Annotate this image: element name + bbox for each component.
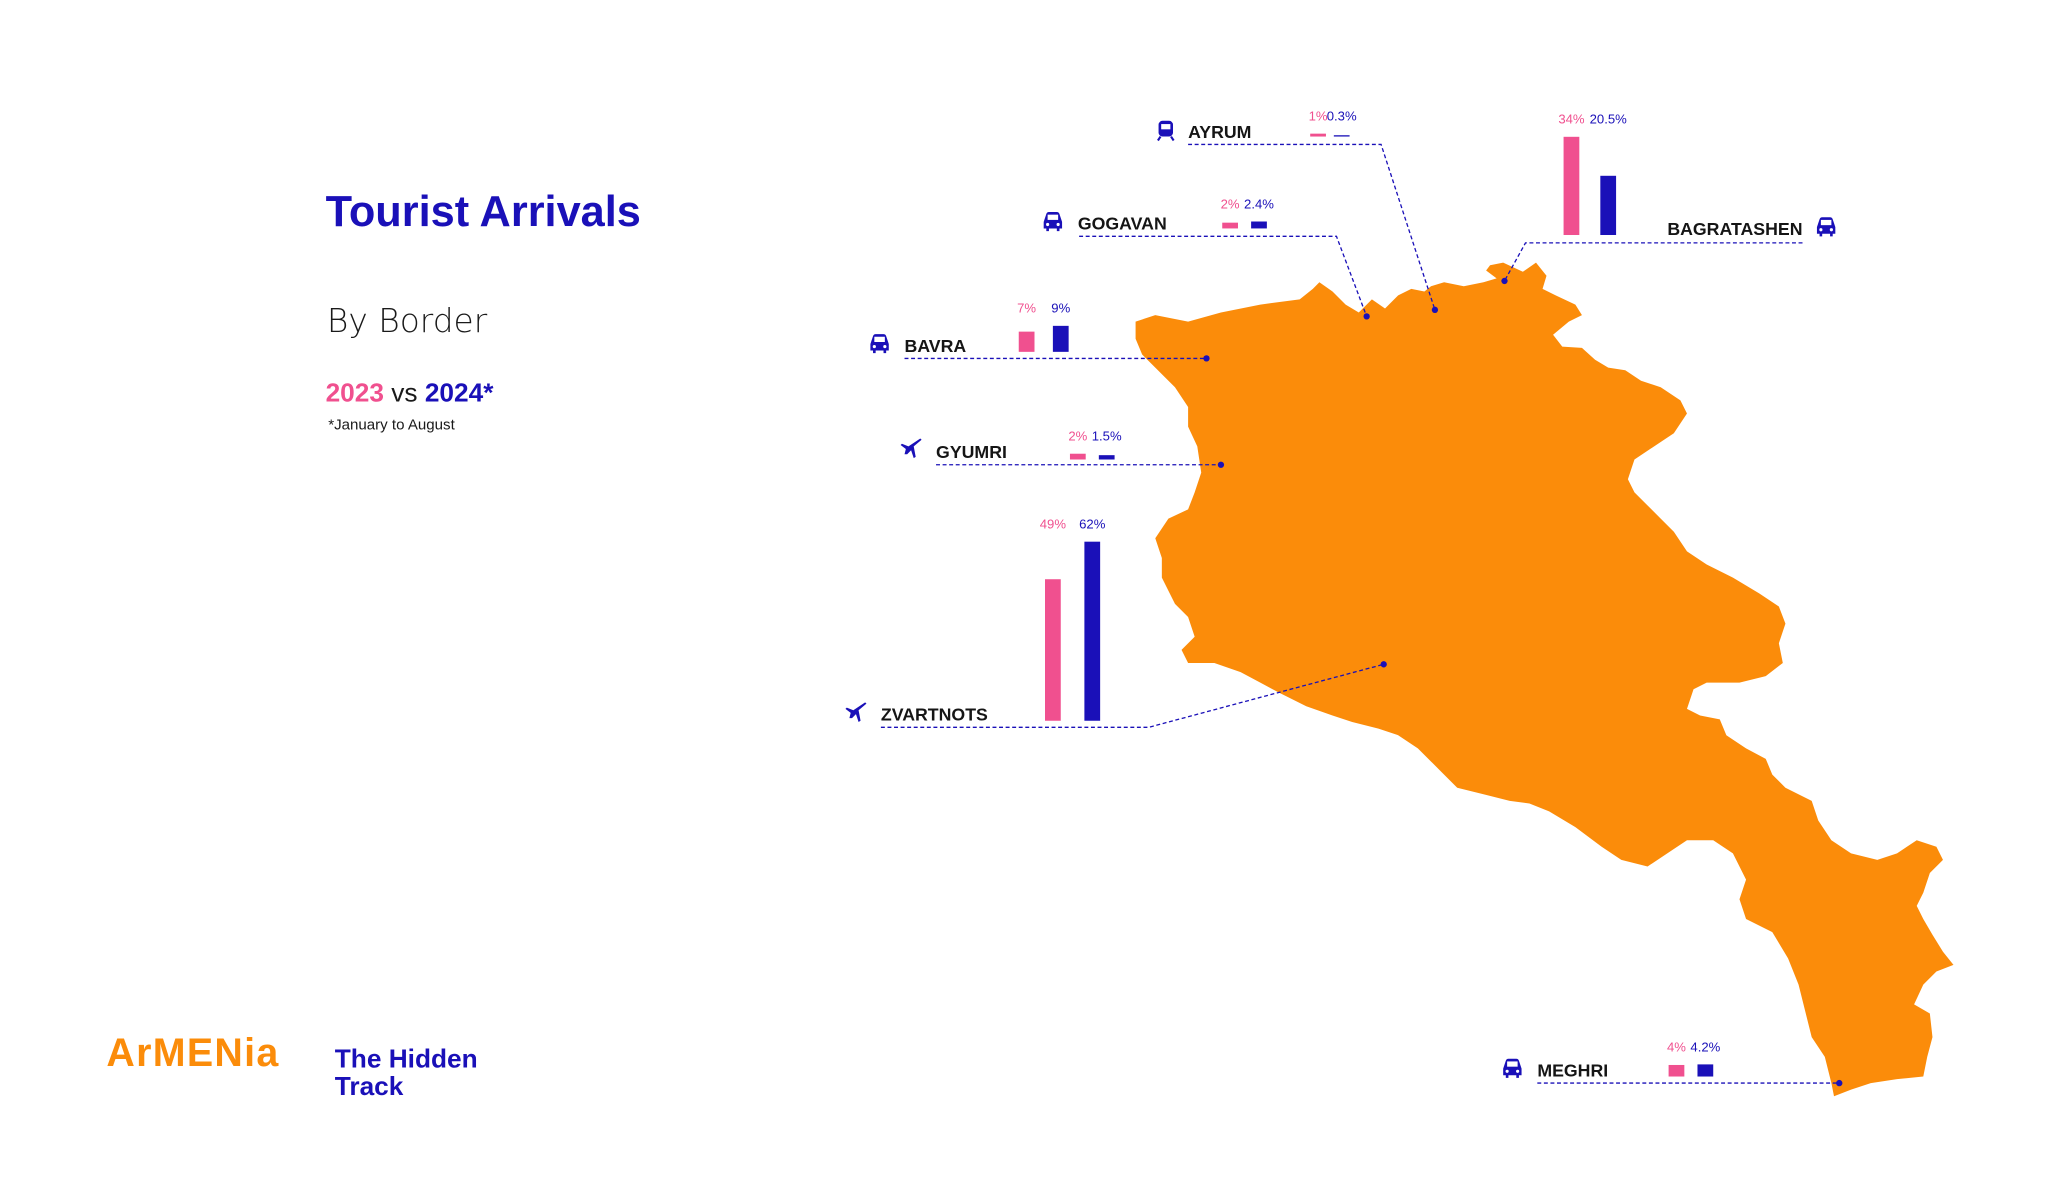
value-label-2023-gyumri: 2% — [1068, 429, 1087, 444]
location-dot-ayrum — [1431, 306, 1439, 313]
border-chart: AYRUM 1% 0.3% GOGAVAN 2% 2.4% BAGRATASHEN 34% 20… — [845, 109, 1843, 1087]
logo-tagline-line2: Track — [335, 1071, 404, 1101]
value-label-2023-meghri: 4% — [1667, 1039, 1686, 1054]
bar-2024-bagratashen — [1600, 175, 1617, 236]
legend-2023: 2023 — [326, 378, 384, 408]
value-label-2023-bagratashen: 34% — [1558, 112, 1585, 127]
border-label-ayrum: AYRUM — [1188, 122, 1251, 142]
logo-armenia: ArMENia — [106, 1031, 279, 1075]
border-label-meghri: MEGHRI — [1537, 1061, 1608, 1081]
car-light — [1046, 222, 1050, 227]
bar-2024-ayrum — [1333, 135, 1350, 137]
border-meghri: MEGHRI 4% 4.2% — [1503, 1039, 1843, 1087]
border-ayrum: AYRUM 1% 0.3% — [1157, 109, 1439, 313]
car-light — [1516, 1069, 1520, 1073]
leader-line-ayrum — [1188, 143, 1436, 311]
bar-2023-gyumri — [1069, 453, 1086, 460]
bar-2024-zvartnots — [1084, 541, 1101, 721]
value-label-2024-gogavan: 2.4% — [1244, 196, 1274, 211]
page-subtitle: By Border — [327, 302, 488, 340]
bar-2024-gyumri — [1098, 455, 1115, 460]
value-label-2023-zvartnots: 49% — [1040, 517, 1067, 532]
leader-line-bagratashen — [1503, 242, 1803, 282]
bar-2023-gogavan — [1222, 222, 1238, 229]
legend-years: 2023 vs 2024* — [326, 378, 495, 408]
value-label-2023-ayrum: 1% — [1309, 109, 1328, 124]
car-window — [1507, 1061, 1518, 1067]
car-window — [874, 336, 885, 342]
border-zvartnots: ZVARTNOTS 49% 62% — [845, 517, 1387, 728]
border-label-bagratashen: BAGRATASHEN — [1667, 219, 1802, 239]
leader-line-gogavan — [1079, 235, 1368, 317]
footnote: *January to August — [328, 416, 455, 433]
bar-2023-meghri — [1668, 1064, 1685, 1077]
bar-2023-ayrum — [1310, 133, 1326, 137]
value-label-2024-ayrum: 0.3% — [1327, 109, 1357, 124]
armenia-map — [1135, 262, 1954, 1097]
location-dot-bagratashen — [1501, 277, 1508, 285]
location-dot-zvartnots — [1380, 661, 1387, 668]
border-label-gogavan: GOGAVAN — [1078, 214, 1167, 234]
train-window — [1161, 124, 1171, 130]
car-icon — [870, 334, 889, 354]
bar-2024-gogavan — [1251, 221, 1267, 229]
car-icon — [1043, 212, 1063, 232]
border-gogavan: GOGAVAN 2% 2.4% — [1043, 196, 1370, 320]
border-label-zvartnots: ZVARTNOTS — [881, 705, 988, 725]
location-dot-bavra — [1203, 355, 1210, 362]
car-light — [883, 345, 887, 349]
bar-2023-bavra — [1018, 331, 1035, 352]
plane-icon — [845, 702, 867, 723]
leader-line-zvartnots — [880, 663, 1384, 728]
car-light — [1819, 228, 1823, 232]
border-label-bavra: BAVRA — [905, 336, 967, 356]
border-bagratashen: BAGRATASHEN 34% 20.5% — [1501, 112, 1836, 285]
car-light — [1829, 228, 1833, 232]
value-label-2024-zvartnots: 62% — [1079, 517, 1106, 532]
logo-tagline-line1: The Hidden — [335, 1043, 478, 1073]
location-dot-meghri — [1836, 1079, 1843, 1087]
bar-2024-bavra — [1052, 325, 1069, 352]
value-label-2024-meghri: 4.2% — [1690, 1039, 1720, 1054]
car-icon — [1816, 217, 1836, 237]
location-dot-gogavan — [1363, 313, 1370, 320]
plane-shape — [845, 702, 867, 723]
border-bavra: BAVRA 7% 9% — [870, 301, 1210, 362]
bar-2023-bagratashen — [1563, 136, 1580, 236]
value-label-2024-gyumri: 1.5% — [1092, 429, 1122, 444]
bar-2023-zvartnots — [1045, 579, 1061, 721]
value-label-2024-bavra: 9% — [1051, 301, 1070, 316]
train-legs — [1157, 135, 1175, 142]
border-gyumri: GYUMRI 2% 1.5% — [900, 429, 1225, 468]
car-window — [1820, 219, 1832, 226]
car-light — [1505, 1069, 1509, 1073]
plane-icon — [900, 438, 922, 459]
bar-2024-meghri — [1697, 1064, 1714, 1077]
value-label-2024-bagratashen: 20.5% — [1590, 112, 1628, 127]
value-label-2023-bavra: 7% — [1017, 301, 1036, 316]
legend-2024: 2024* — [425, 378, 494, 408]
car-light — [872, 345, 876, 349]
car-icon — [1503, 1058, 1522, 1078]
value-label-2023-gogavan: 2% — [1221, 196, 1240, 211]
page-title: Tourist Arrivals — [326, 188, 641, 236]
border-label-gyumri: GYUMRI — [936, 442, 1007, 462]
location-dot-gyumri — [1217, 461, 1225, 468]
legend-vs: vs — [391, 378, 417, 408]
car-light — [1056, 222, 1060, 227]
plane-shape — [900, 438, 922, 459]
car-window — [1047, 214, 1059, 220]
train-icon — [1157, 120, 1175, 142]
